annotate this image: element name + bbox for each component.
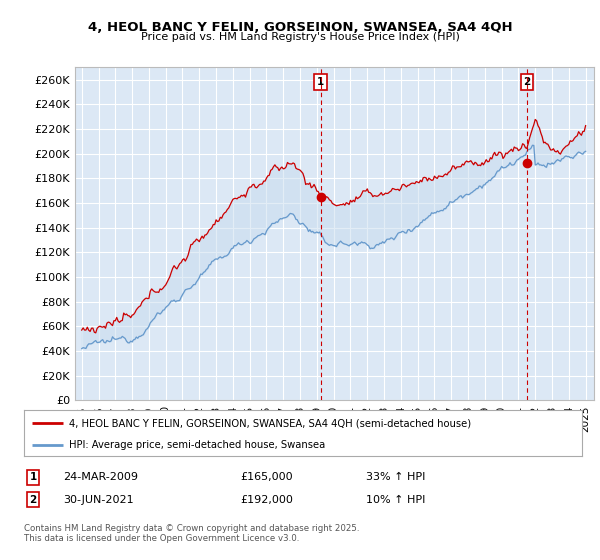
Text: HPI: Average price, semi-detached house, Swansea: HPI: Average price, semi-detached house,… bbox=[68, 440, 325, 450]
Text: 2: 2 bbox=[523, 77, 530, 87]
Text: Contains HM Land Registry data © Crown copyright and database right 2025.
This d: Contains HM Land Registry data © Crown c… bbox=[24, 524, 359, 543]
Text: 10% ↑ HPI: 10% ↑ HPI bbox=[366, 494, 425, 505]
Text: 4, HEOL BANC Y FELIN, GORSEINON, SWANSEA, SA4 4QH: 4, HEOL BANC Y FELIN, GORSEINON, SWANSEA… bbox=[88, 21, 512, 34]
Text: 1: 1 bbox=[29, 472, 37, 482]
Text: 2: 2 bbox=[29, 494, 37, 505]
Text: £192,000: £192,000 bbox=[240, 494, 293, 505]
Text: 4, HEOL BANC Y FELIN, GORSEINON, SWANSEA, SA4 4QH (semi-detached house): 4, HEOL BANC Y FELIN, GORSEINON, SWANSEA… bbox=[68, 418, 471, 428]
Text: 1: 1 bbox=[317, 77, 325, 87]
Text: Price paid vs. HM Land Registry's House Price Index (HPI): Price paid vs. HM Land Registry's House … bbox=[140, 32, 460, 43]
Text: 30-JUN-2021: 30-JUN-2021 bbox=[63, 494, 134, 505]
Text: £165,000: £165,000 bbox=[240, 472, 293, 482]
Text: 24-MAR-2009: 24-MAR-2009 bbox=[63, 472, 138, 482]
Text: 33% ↑ HPI: 33% ↑ HPI bbox=[366, 472, 425, 482]
